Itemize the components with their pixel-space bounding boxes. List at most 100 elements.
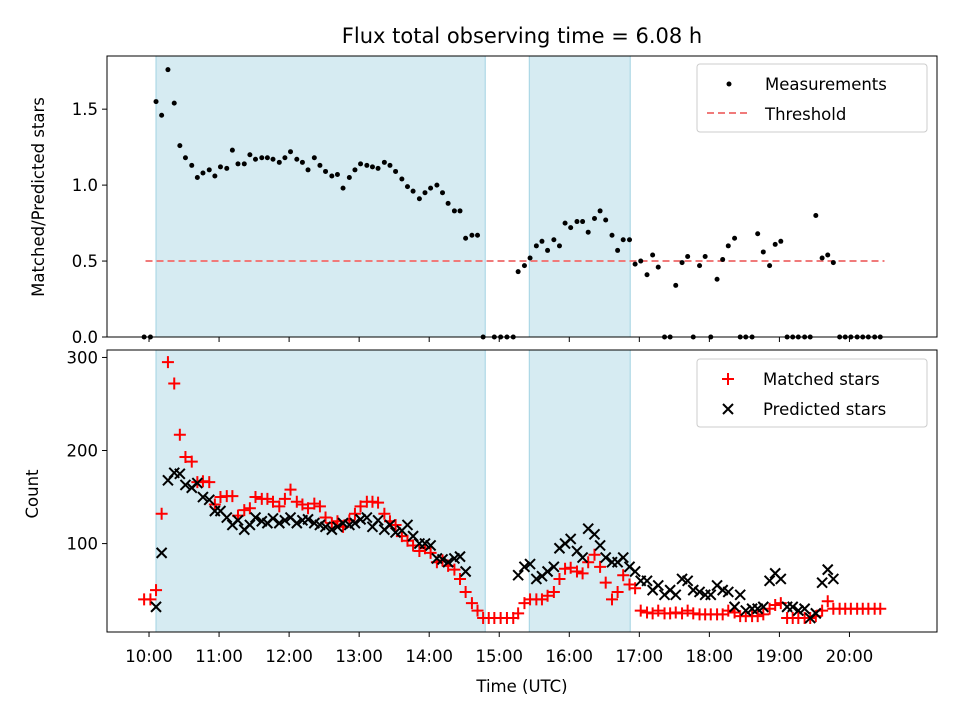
- measurement-point: [551, 237, 557, 243]
- matched-star-point: [261, 492, 274, 505]
- measurement-point: [539, 238, 545, 244]
- measurement-point: [171, 100, 177, 106]
- top-shaded-intervals: [155, 56, 631, 337]
- bottom-x-tick-label: 12:00: [265, 647, 313, 666]
- predicted-star-point: [775, 573, 787, 585]
- measurement-point: [224, 165, 230, 171]
- measurement-point: [819, 255, 825, 261]
- measurement-point: [515, 269, 521, 275]
- measurement-point: [329, 173, 335, 179]
- predicted-star-point: [816, 576, 828, 589]
- measurement-point: [603, 217, 609, 223]
- predicted-star-point: [705, 589, 717, 601]
- matched-star-point: [208, 498, 221, 511]
- measurement-point: [311, 155, 317, 161]
- bottom-y-axis-label: Count: [23, 469, 42, 519]
- predicted-star-point: [822, 563, 834, 576]
- measurement-point: [650, 252, 656, 258]
- measurement-point: [404, 184, 410, 190]
- top-y-axis: 0.0 0.5 1.0 1.5: [72, 100, 107, 347]
- predicted-star-point: [524, 558, 536, 570]
- predicted-star-point: [232, 514, 244, 527]
- predicted-star-point: [687, 584, 699, 596]
- top-y-tick-label: 0.0: [72, 328, 98, 347]
- measurement-point: [153, 99, 159, 105]
- measurement-point: [194, 175, 200, 181]
- bottom-x-tick-label: 10:00: [125, 647, 173, 666]
- measurement-point: [609, 232, 615, 238]
- matched-star-point: [249, 491, 262, 504]
- measurement-point: [597, 208, 603, 214]
- measurement-point: [521, 263, 527, 269]
- legend-predicted-label: Predicted stars: [763, 400, 886, 419]
- measurement-point: [381, 159, 387, 165]
- top-measurement-points: [141, 67, 883, 340]
- matched-star-point: [203, 476, 216, 489]
- measurement-point: [673, 282, 679, 288]
- bottom-x-axis-label: Time (UTC): [475, 677, 567, 696]
- predicted-star-point: [436, 553, 449, 566]
- predicted-star-point: [787, 601, 799, 613]
- predicted-star-point: [827, 573, 840, 585]
- measurement-point: [457, 208, 463, 214]
- legend-measurements-label: Measurements: [765, 75, 887, 94]
- measurement-point: [591, 216, 597, 222]
- predicted-star-point: [548, 561, 560, 573]
- measurement-point: [760, 249, 766, 255]
- predicted-star-point: [810, 607, 822, 620]
- measurement-point: [685, 253, 691, 259]
- bottom-shaded-interval: [156, 350, 486, 632]
- matched-star-point: [273, 500, 286, 513]
- top-chart-title: Flux total observing time = 6.08 h: [342, 24, 702, 48]
- top-legend-box: [696, 63, 928, 133]
- measurement-point: [655, 264, 661, 270]
- bottom-shaded-intervals: [155, 350, 631, 632]
- bottom-shaded-interval: [529, 350, 631, 632]
- predicted-star-point: [588, 528, 601, 540]
- measurement-point: [399, 176, 405, 182]
- matched-star-point: [424, 546, 437, 559]
- measurement-point: [217, 164, 223, 170]
- matched-star-point: [606, 593, 619, 606]
- measurement-point: [259, 155, 265, 161]
- measurement-point: [410, 188, 416, 194]
- top-panel: 0.0 0.5 1.0 1.5 Flux total observing time =…: [29, 24, 938, 347]
- predicted-star-point: [150, 601, 162, 613]
- bottom-y-axis: 100 200 300: [67, 348, 107, 554]
- measurement-point: [725, 243, 731, 249]
- matched-star-point: [173, 428, 186, 441]
- bottom-legend-box: [696, 358, 928, 428]
- measurement-point: [177, 143, 183, 149]
- predicted-star-point: [798, 603, 811, 615]
- predicted-star-point: [326, 523, 338, 536]
- measurement-point: [562, 220, 568, 226]
- predicted-star-point: [512, 569, 524, 581]
- predicted-star-point: [681, 575, 694, 587]
- matched-star-point: [454, 572, 467, 585]
- predicted-star-point: [221, 511, 233, 524]
- measurement-point: [422, 190, 428, 196]
- matched-star-point: [774, 597, 787, 610]
- measurement-point: [206, 167, 212, 173]
- measurement-point: [568, 225, 574, 231]
- matched-star-point: [144, 593, 157, 606]
- measurement-point: [451, 208, 457, 214]
- predicted-star-point: [401, 519, 414, 531]
- measurement-point: [580, 219, 586, 225]
- matched-star-point: [570, 565, 583, 578]
- predicted-star-point: [155, 547, 168, 559]
- top-y-axis-label: Matched/Predicted stars: [29, 97, 48, 297]
- matched-star-point: [161, 356, 174, 369]
- matched-star-point: [459, 585, 472, 598]
- measurement-point: [200, 170, 206, 176]
- predicted-star-point: [361, 511, 373, 524]
- predicted-star-point: [652, 579, 664, 592]
- bottom-x-tick-label: 19:00: [756, 647, 804, 666]
- predicted-star-point: [757, 601, 770, 613]
- matched-star-point: [652, 604, 665, 617]
- predicted-star-point: [291, 517, 303, 529]
- measurement-point: [615, 247, 621, 253]
- predicted-star-point: [740, 604, 752, 617]
- matched-star-point: [757, 608, 770, 621]
